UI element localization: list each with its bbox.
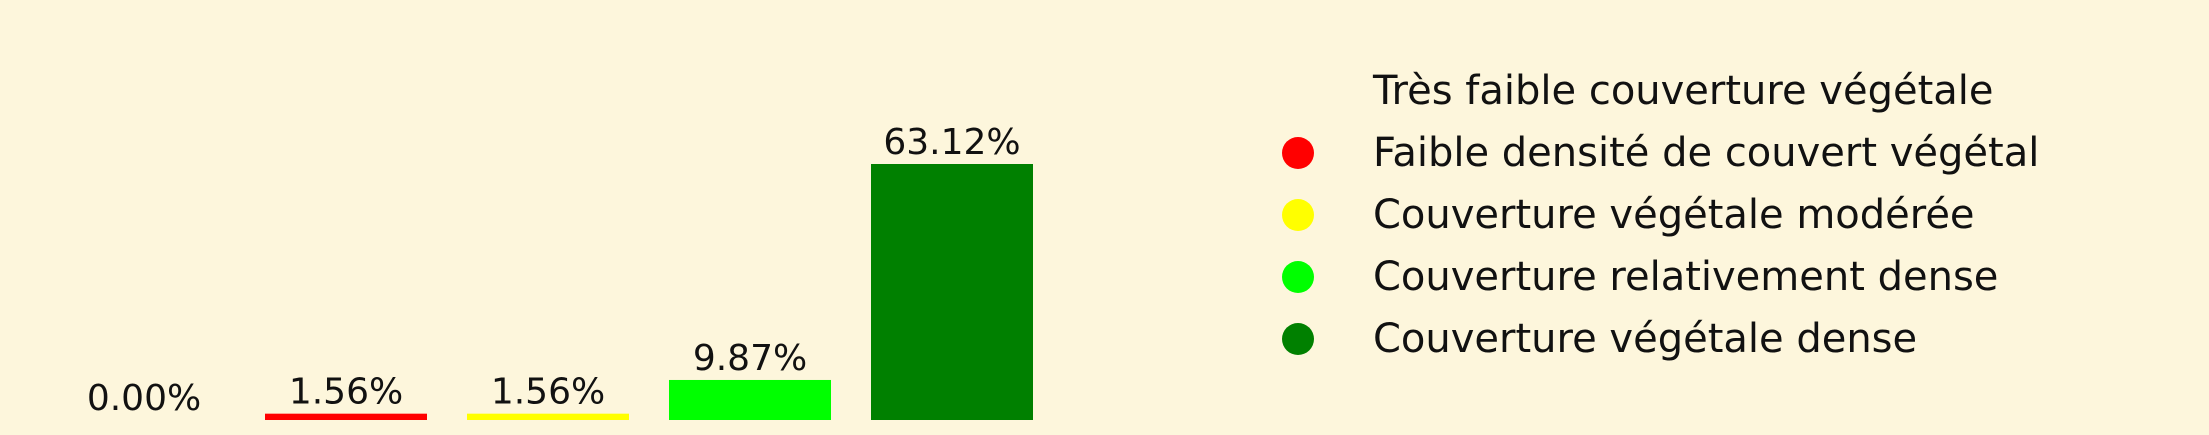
legend-label-4: Couverture relativement dense [1373,254,1998,300]
bars-group [265,164,1033,420]
bar-value-label-1: 0.00% [87,378,201,419]
legend: Très faible couverture végétale Faible de… [1282,68,2039,362]
bar-labels-group: 0.00% 1.56% 1.56% 9.87% 63.12% [87,122,1021,419]
bar-value-label-3: 1.56% [491,372,605,413]
bar-5 [871,164,1033,420]
legend-label-3: Couverture végétale modérée [1373,192,1975,238]
bar-3 [467,413,629,420]
bar-4 [669,379,831,420]
bar-value-label-2: 1.56% [289,372,403,413]
legend-marker-2 [1282,137,1314,169]
legend-marker-4 [1282,261,1314,293]
legend-label-2: Faible densité de couvert végétal [1373,130,2039,176]
bar-value-label-5: 63.12% [883,122,1020,163]
bar-value-label-4: 9.87% [693,338,807,379]
legend-label-1: Très faible couverture végétale [1372,68,1994,114]
legend-marker-5 [1282,323,1314,355]
legend-label-5: Couverture végétale dense [1373,316,1917,362]
legend-marker-3 [1282,199,1314,231]
legend-marker-1 [1282,75,1314,107]
bar-2 [265,413,427,420]
